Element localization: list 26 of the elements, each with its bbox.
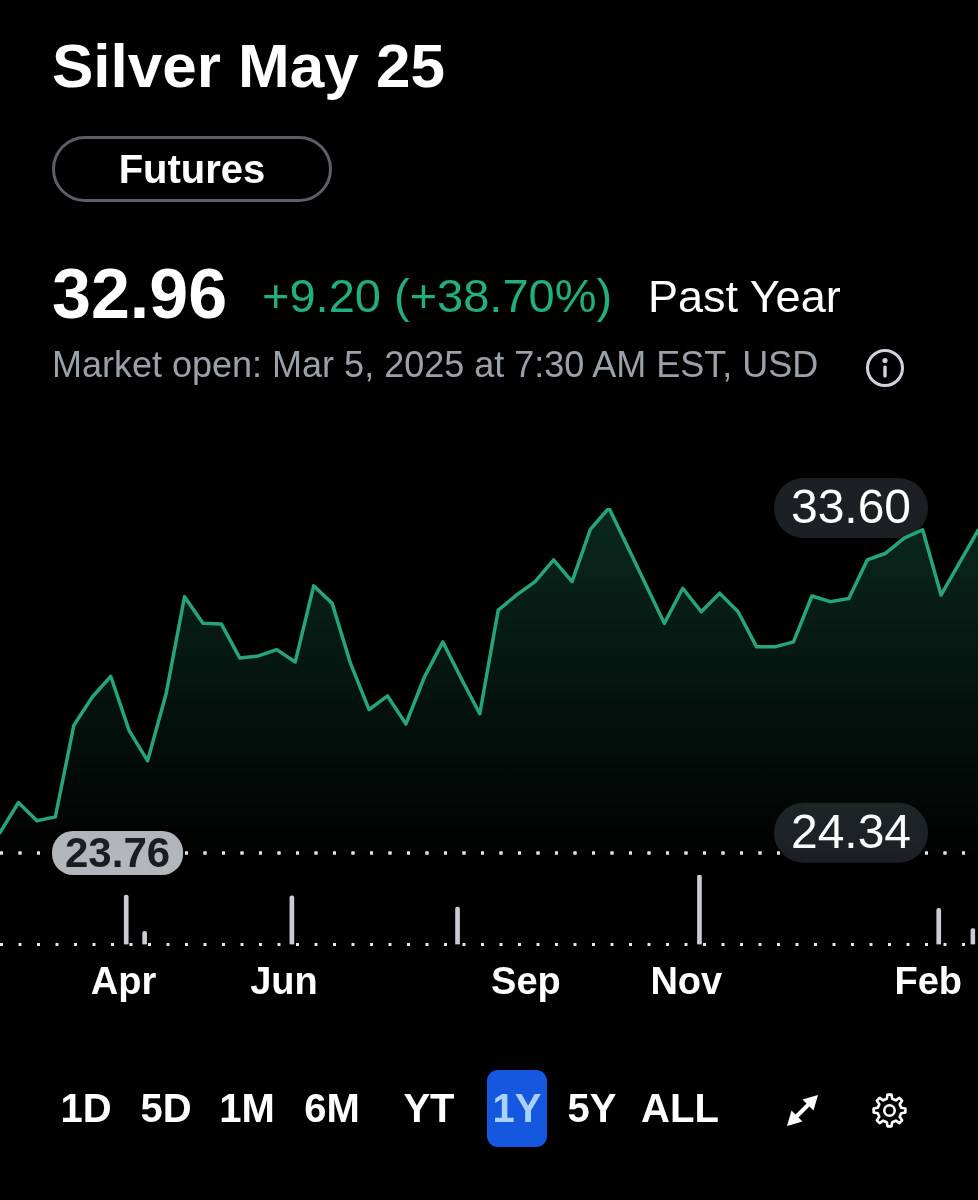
x-tick-label: Feb bbox=[894, 959, 962, 1002]
text: +9.20 (+38.70%) bbox=[262, 269, 613, 322]
bar bbox=[697, 875, 702, 945]
text: 32.96 bbox=[52, 255, 228, 333]
text: Market open: Mar 5, 2025 at 7:30 AM EST, USD bbox=[52, 344, 819, 385]
x-tick-label: Nov bbox=[650, 959, 723, 1002]
text: ALL bbox=[641, 1086, 719, 1130]
ref-line-label: 23.76 bbox=[65, 828, 171, 876]
x-tick-label: Sep bbox=[491, 959, 561, 1002]
text: Futures bbox=[118, 147, 266, 191]
chart-title: Silver May 25 bbox=[52, 31, 445, 100]
bar bbox=[936, 908, 942, 945]
text: 1Y bbox=[492, 1086, 542, 1130]
text: 1D bbox=[60, 1086, 112, 1130]
text: 6M bbox=[304, 1086, 360, 1130]
text: 1M bbox=[219, 1086, 275, 1130]
text: YT bbox=[403, 1086, 455, 1130]
bar bbox=[123, 894, 129, 945]
text: 5Y bbox=[567, 1086, 617, 1130]
y-tick-label: 24.34 bbox=[790, 804, 912, 858]
y-tick-label: 33.60 bbox=[790, 480, 912, 534]
x-tick-label: Jun bbox=[250, 959, 318, 1002]
text: Past Year bbox=[648, 271, 841, 322]
text: 5D bbox=[140, 1086, 192, 1130]
bar bbox=[455, 906, 460, 945]
x-tick-label: Apr bbox=[90, 959, 157, 1002]
